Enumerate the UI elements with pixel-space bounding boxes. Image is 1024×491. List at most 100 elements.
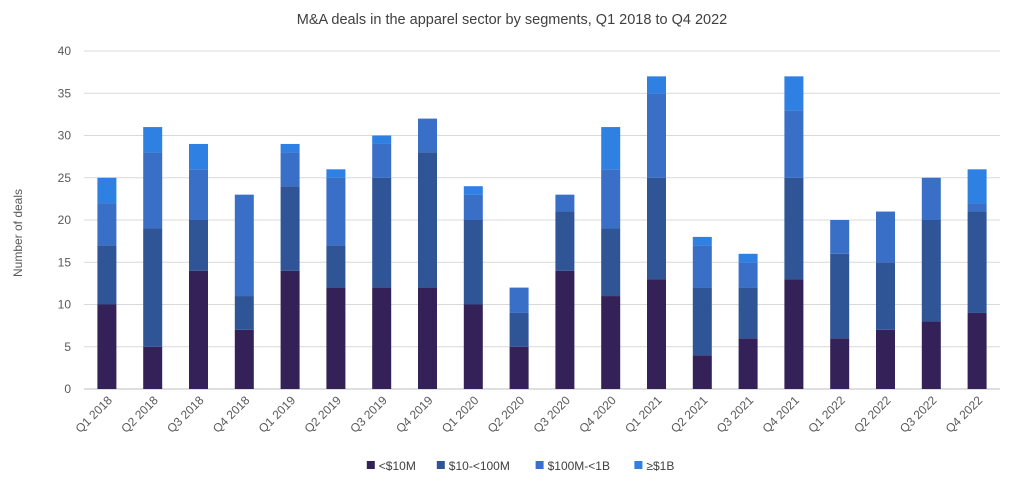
bar-segment xyxy=(189,270,208,389)
bar-segment xyxy=(876,211,895,263)
bar-segment xyxy=(738,262,758,288)
legend: <$10M $10-<100M $100M-<1B ≥$1B xyxy=(366,459,674,473)
bar-segment xyxy=(280,143,300,153)
x-tick-label: Q1 2020 xyxy=(439,393,482,436)
legend-label: ≥$1B xyxy=(646,459,674,473)
legend-swatch xyxy=(366,461,375,469)
bar-segment xyxy=(463,194,483,220)
legend-swatch xyxy=(535,461,544,469)
bar-segment xyxy=(921,220,941,322)
y-tick-label: 20 xyxy=(58,213,72,227)
x-tick-label: Q4 2022 xyxy=(943,393,986,436)
bar-segment xyxy=(555,270,575,389)
bar-segment xyxy=(280,152,300,187)
bar-segment xyxy=(967,312,987,389)
bar-segment xyxy=(784,177,804,280)
bar-segment xyxy=(234,329,254,389)
bar-segment xyxy=(97,177,117,204)
bar-segment xyxy=(372,135,392,144)
bar-segment xyxy=(921,177,941,220)
bar-segment xyxy=(738,253,758,263)
y-tick-label: 10 xyxy=(58,298,72,312)
bar-segment xyxy=(601,127,621,170)
y-tick-label: 30 xyxy=(58,129,72,143)
bar-segment xyxy=(830,220,850,254)
bar-segment xyxy=(97,245,117,305)
bar-segment xyxy=(784,279,804,389)
bar-segment xyxy=(830,338,850,389)
bar-segment xyxy=(326,177,346,246)
bar-segment xyxy=(601,169,621,229)
bar-segment xyxy=(143,152,163,229)
bar-segment xyxy=(876,329,895,389)
x-tick-label: Q2 2020 xyxy=(485,393,528,436)
bar-segment xyxy=(738,287,758,339)
legend-label: $100M-<1B xyxy=(548,459,610,473)
x-tick-label: Q1 2019 xyxy=(256,393,299,436)
bar-segment xyxy=(189,169,208,220)
bar-segment xyxy=(372,287,392,389)
bar-segment xyxy=(647,279,666,389)
bar-segment xyxy=(372,177,392,288)
x-tick-label: Q1 2022 xyxy=(805,393,848,436)
x-tick-label: Q4 2021 xyxy=(760,393,803,436)
x-axis-ticks: Q1 2018 Q2 2018 Q3 2018 Q4 2018 Q1 2019 Q2 20… xyxy=(73,393,986,436)
bar-segment xyxy=(692,236,712,246)
bar-segment xyxy=(601,228,621,297)
x-tick-label: Q2 2021 xyxy=(668,393,711,436)
x-tick-label: Q2 2019 xyxy=(302,393,345,436)
bar-segment xyxy=(692,245,712,288)
bar-segment xyxy=(555,194,575,212)
bar-segment xyxy=(280,270,300,389)
x-tick-label: Q3 2021 xyxy=(714,393,757,436)
bar-segment xyxy=(738,338,758,389)
x-tick-label: Q3 2022 xyxy=(897,393,940,436)
x-tick-label: Q1 2021 xyxy=(622,393,665,436)
bar-segment xyxy=(326,245,346,288)
x-tick-label: Q3 2019 xyxy=(347,393,390,436)
y-axis-label: Number of deals xyxy=(11,189,25,277)
chart-title: M&A deals in the apparel sector by segme… xyxy=(297,12,727,28)
bar-segment xyxy=(601,296,621,389)
bar-segment xyxy=(418,287,437,389)
bar-segment xyxy=(692,287,712,356)
bar-segment xyxy=(234,194,254,297)
bar-segment xyxy=(509,312,529,347)
bar-segment xyxy=(647,76,666,94)
y-tick-label: 40 xyxy=(58,44,72,58)
legend-swatch xyxy=(436,461,445,469)
bar-segment xyxy=(463,186,483,195)
bar-segment xyxy=(189,220,208,271)
bar-segment xyxy=(509,287,529,313)
x-tick-label: Q2 2018 xyxy=(118,393,161,436)
bar-segment xyxy=(97,304,117,389)
bar-segment xyxy=(967,203,987,212)
bar-segment xyxy=(418,152,437,288)
bar-segment xyxy=(509,346,529,389)
bar-segment xyxy=(463,304,483,389)
bar-segment xyxy=(372,143,392,178)
bar-segment xyxy=(784,110,804,178)
bar-segment xyxy=(326,287,346,389)
bar-segment xyxy=(280,186,300,271)
bar-segment xyxy=(463,220,483,305)
x-tick-label: Q3 2018 xyxy=(164,393,207,436)
legend-label: $10-<100M xyxy=(449,459,510,473)
x-tick-label: Q3 2020 xyxy=(531,393,574,436)
legend-swatch xyxy=(634,461,643,469)
legend-label: <$10M xyxy=(379,459,416,473)
bar-segment xyxy=(143,228,163,347)
bar-segment xyxy=(647,177,666,280)
bar-segment xyxy=(234,296,254,330)
bar-segment xyxy=(418,118,437,153)
x-tick-label: Q2 2022 xyxy=(851,393,894,436)
bar-segment xyxy=(647,93,666,178)
bar-segment xyxy=(326,169,346,178)
bar-segment xyxy=(143,346,163,389)
x-tick-label: Q4 2020 xyxy=(576,393,619,436)
bar-segment xyxy=(189,143,208,170)
bar-segment xyxy=(784,76,804,111)
y-tick-label: 35 xyxy=(58,86,72,100)
